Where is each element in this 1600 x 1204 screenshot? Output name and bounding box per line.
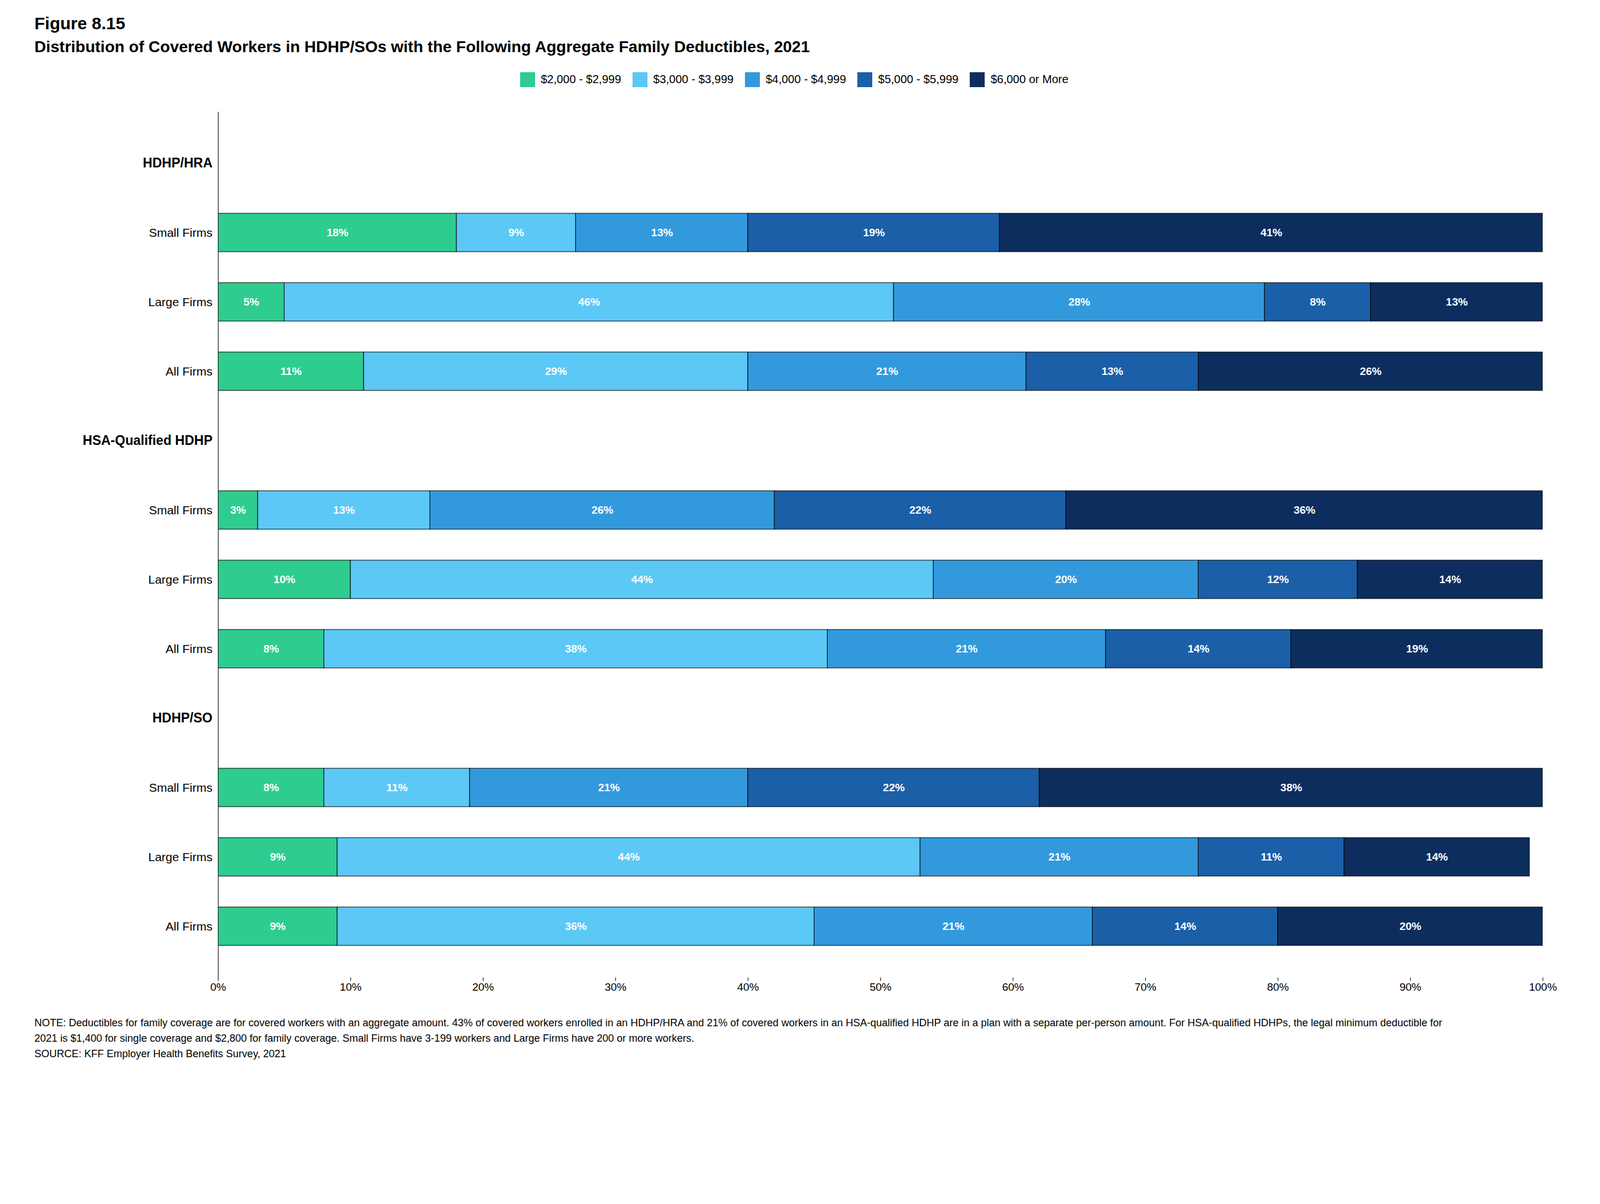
svg-text:8%: 8% xyxy=(263,642,280,655)
svg-text:44%: 44% xyxy=(618,851,640,864)
svg-text:38%: 38% xyxy=(1280,781,1303,794)
svg-text:11%: 11% xyxy=(1260,851,1282,864)
svg-text:70%: 70% xyxy=(1134,981,1157,994)
svg-text:28%: 28% xyxy=(1068,295,1091,308)
svg-text:40%: 40% xyxy=(736,981,759,994)
svg-text:44%: 44% xyxy=(631,573,654,586)
svg-text:9%: 9% xyxy=(508,226,525,239)
svg-text:22%: 22% xyxy=(883,781,905,794)
svg-text:38%: 38% xyxy=(564,642,587,655)
html-text:$5,000 - $5,999: $5,000 - $5,999 xyxy=(878,72,959,86)
svg-text:13%: 13% xyxy=(650,226,673,239)
svg-text:10%: 10% xyxy=(339,981,362,994)
svg-text:13%: 13% xyxy=(333,504,355,517)
svg-text:3%: 3% xyxy=(229,504,247,517)
html-text:$6,000 or More: $6,000 or More xyxy=(990,72,1069,86)
svg-text:14%: 14% xyxy=(1439,573,1462,586)
svg-text:29%: 29% xyxy=(545,365,568,378)
svg-text:All Firms: All Firms xyxy=(165,364,213,378)
svg-text:80%: 80% xyxy=(1266,981,1289,994)
html-text:2021 is $1,400 for single cove: 2021 is $1,400 for single coverage and $… xyxy=(34,1032,695,1045)
html-text:$4,000 - $4,999: $4,000 - $4,999 xyxy=(765,72,847,86)
svg-text:36%: 36% xyxy=(564,920,587,933)
svg-text:Small Firms: Small Firms xyxy=(149,781,213,795)
svg-text:26%: 26% xyxy=(1359,365,1382,378)
svg-text:46%: 46% xyxy=(578,295,600,308)
svg-text:9%: 9% xyxy=(270,851,287,864)
svg-text:22%: 22% xyxy=(909,504,932,517)
html-text:SOURCE: KFF Employer Health Be: SOURCE: KFF Employer Health Benefits Sur… xyxy=(34,1048,287,1060)
svg-text:0%: 0% xyxy=(210,981,227,994)
svg-text:21%: 21% xyxy=(598,781,620,794)
svg-text:9%: 9% xyxy=(270,920,287,933)
svg-text:14%: 14% xyxy=(1426,851,1449,864)
svg-text:20%: 20% xyxy=(1399,920,1422,933)
html-text:NOTE: Deductibles for family c: NOTE: Deductibles for family coverage ar… xyxy=(34,1017,1443,1029)
svg-text:14%: 14% xyxy=(1174,920,1197,933)
svg-text:5%: 5% xyxy=(243,295,260,308)
svg-text:20%: 20% xyxy=(471,981,494,994)
svg-text:Large Firms: Large Firms xyxy=(147,572,213,587)
svg-text:26%: 26% xyxy=(591,504,614,517)
html-text:$2,000 - $2,999: $2,000 - $2,999 xyxy=(540,72,622,86)
svg-text:50%: 50% xyxy=(869,981,892,994)
svg-text:All Firms: All Firms xyxy=(165,919,213,934)
svg-text:14%: 14% xyxy=(1187,642,1210,655)
svg-text:8%: 8% xyxy=(1309,295,1326,308)
svg-text:Small Firms: Small Firms xyxy=(149,503,213,517)
svg-text:21%: 21% xyxy=(942,920,965,933)
svg-text:18%: 18% xyxy=(326,226,349,239)
html-text:Distribution of Covered Worker: Distribution of Covered Workers in HDHP/… xyxy=(34,37,810,56)
svg-text:Large Firms: Large Firms xyxy=(147,850,213,864)
svg-text:100%: 100% xyxy=(1528,981,1557,994)
svg-text:21%: 21% xyxy=(1048,851,1071,864)
svg-text:HDHP/HRA: HDHP/HRA xyxy=(142,155,213,171)
svg-text:HSA-Qualified HDHP: HSA-Qualified HDHP xyxy=(82,432,213,448)
svg-text:Small Firms: Small Firms xyxy=(149,225,213,240)
svg-text:Large Firms: Large Firms xyxy=(147,295,213,309)
html-text:$3,000 - $3,999: $3,000 - $3,999 xyxy=(653,72,734,86)
svg-text:13%: 13% xyxy=(1445,295,1468,308)
svg-text:10%: 10% xyxy=(273,573,296,586)
svg-text:All Firms: All Firms xyxy=(165,642,213,656)
svg-text:12%: 12% xyxy=(1266,573,1289,586)
svg-text:8%: 8% xyxy=(263,781,280,794)
svg-text:11%: 11% xyxy=(386,781,408,794)
svg-text:13%: 13% xyxy=(1101,365,1124,378)
svg-text:19%: 19% xyxy=(863,226,885,239)
svg-text:60%: 60% xyxy=(1001,981,1024,994)
svg-text:19%: 19% xyxy=(1406,642,1428,655)
svg-text:41%: 41% xyxy=(1260,226,1283,239)
svg-text:30%: 30% xyxy=(604,981,627,994)
svg-text:11%: 11% xyxy=(280,365,302,378)
svg-text:HDHP/SO: HDHP/SO xyxy=(152,710,213,726)
html-text:Figure 8.15: Figure 8.15 xyxy=(34,13,126,33)
svg-text:21%: 21% xyxy=(876,365,899,378)
svg-text:90%: 90% xyxy=(1399,981,1422,994)
svg-text:20%: 20% xyxy=(1055,573,1077,586)
svg-text:36%: 36% xyxy=(1293,504,1316,517)
svg-text:21%: 21% xyxy=(955,642,978,655)
